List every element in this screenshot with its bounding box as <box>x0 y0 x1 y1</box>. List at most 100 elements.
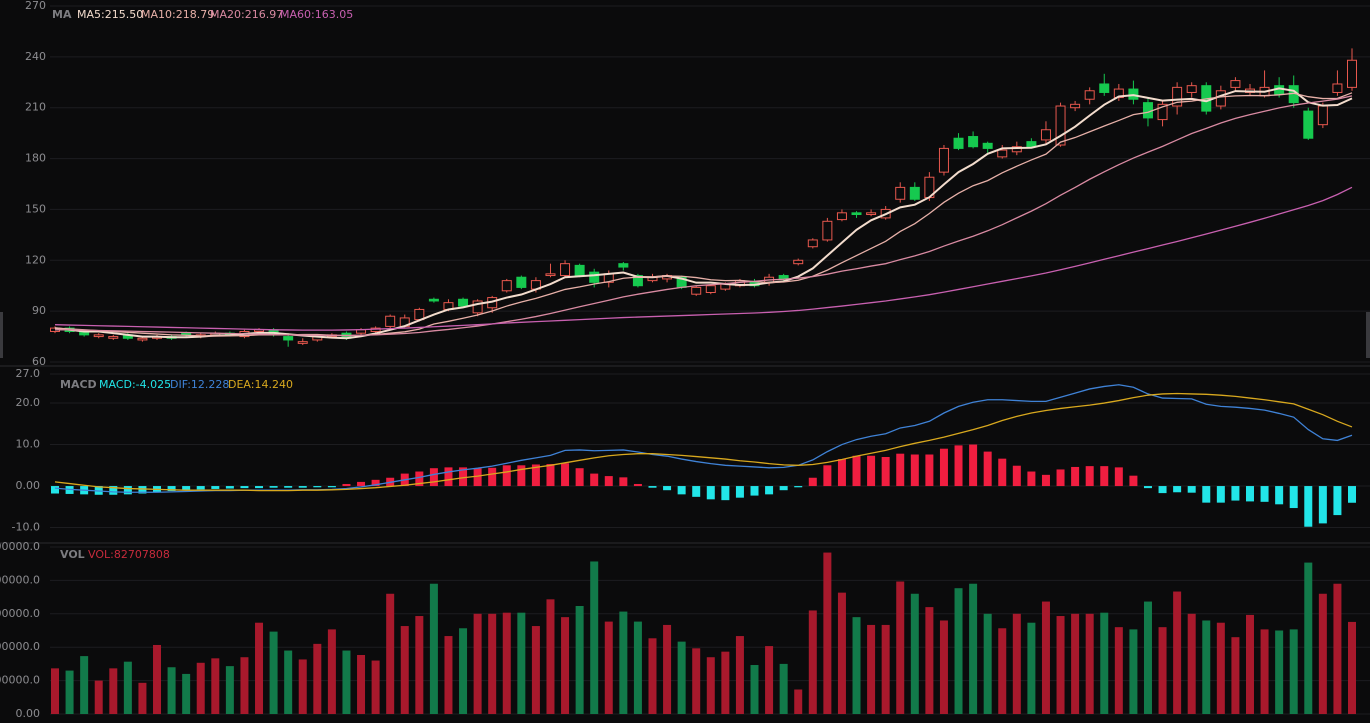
candle-body <box>851 212 862 216</box>
legend-entry: MA20:216.97 <box>210 8 283 21</box>
volume-bar <box>881 624 890 714</box>
candle-body <box>1157 103 1168 121</box>
macd-bar <box>867 455 876 487</box>
edge-handle[interactable] <box>1366 312 1370 358</box>
volume-bar <box>633 621 642 714</box>
candle-body <box>909 186 920 200</box>
macd-bar <box>269 486 278 488</box>
macd-bar <box>1187 486 1196 493</box>
macd-bar <box>1333 486 1342 516</box>
macd-bar <box>1027 471 1036 487</box>
y-tick-label: 150 <box>25 202 46 215</box>
y-tick-label: 150000000.0 <box>0 540 40 553</box>
macd-bar <box>1143 486 1152 489</box>
macd-bar <box>852 455 861 487</box>
macd-bar <box>1129 475 1138 487</box>
volume-bar <box>823 552 832 714</box>
macd-bar <box>1202 486 1211 503</box>
macd-bar <box>750 486 759 496</box>
candle-body <box>938 147 949 173</box>
volume-bar <box>1100 612 1109 714</box>
volume-bar <box>896 581 905 714</box>
candle-body <box>1172 86 1183 107</box>
volume-bar <box>604 621 613 714</box>
volume-bar <box>400 626 409 714</box>
macd-bar <box>1348 486 1356 503</box>
candle-body <box>691 286 702 295</box>
macd-bar <box>1289 486 1298 509</box>
legend-entry: VOL:82707808 <box>88 548 170 561</box>
volume-bar <box>1012 613 1021 714</box>
macd-bar <box>910 454 919 487</box>
edge-handle[interactable] <box>0 312 3 358</box>
macd-bar <box>138 486 147 494</box>
macd-bar <box>575 468 584 487</box>
candle-body <box>1332 83 1343 93</box>
volume-bar <box>473 613 482 714</box>
candle-body <box>472 300 483 314</box>
volume-bar <box>1318 593 1327 714</box>
volume-bar <box>531 626 540 714</box>
macd-bar <box>765 486 774 495</box>
candle-body <box>1011 146 1022 153</box>
volume-bar <box>1333 583 1342 714</box>
macd-bar <box>109 486 118 495</box>
macd-bar <box>706 486 715 500</box>
volume-bar <box>429 583 438 714</box>
macd-bar <box>444 467 453 487</box>
volume-bar <box>1071 613 1080 714</box>
volume-bar <box>648 638 657 714</box>
macd-bar <box>240 486 249 489</box>
volume-bar <box>313 643 322 714</box>
candle-body <box>385 315 396 327</box>
volume-bar <box>750 665 759 714</box>
y-tick-label: 27.0 <box>16 367 41 380</box>
macd-bar <box>225 486 234 489</box>
volume-bar <box>1275 630 1284 714</box>
volume-bar <box>255 622 264 714</box>
volume-bar <box>1143 601 1152 714</box>
candle-body <box>618 263 629 268</box>
volume-bar <box>371 660 380 714</box>
volume-bar <box>444 636 453 714</box>
macd-bar <box>1158 486 1167 494</box>
candle-body <box>1142 102 1153 119</box>
candle-body <box>516 276 527 288</box>
macd-bar <box>459 467 468 487</box>
macd-bar <box>429 468 438 487</box>
volume-bar <box>240 657 249 714</box>
macd-bar <box>1216 486 1225 503</box>
y-tick-label: 20.0 <box>16 396 41 409</box>
macd-bar <box>1100 466 1109 487</box>
candle-body <box>1128 88 1139 100</box>
volume-bar <box>765 646 774 714</box>
macd-bar <box>357 481 366 487</box>
y-tick-label: 210 <box>25 101 46 114</box>
candle-body <box>705 285 716 293</box>
volume-bar <box>1056 616 1065 714</box>
legend-entry: DIF:12.228 <box>170 378 229 391</box>
macd-bar <box>196 486 205 490</box>
volume-bar <box>939 620 948 714</box>
candle-body <box>836 212 847 221</box>
volume-bar <box>211 658 220 714</box>
volume-bar <box>1085 613 1094 714</box>
macd-bar <box>619 477 628 487</box>
macd-bar <box>123 486 132 495</box>
volume-bar <box>910 593 919 714</box>
macd-bar <box>896 453 905 487</box>
candle-body <box>589 271 600 283</box>
y-tick-label: -10.0 <box>12 521 40 534</box>
macd-bar <box>721 486 730 501</box>
candle-body <box>283 336 294 341</box>
macd-bar <box>1114 467 1123 487</box>
volume-bar <box>677 641 686 714</box>
macd-bar <box>371 479 380 487</box>
macd-bar <box>342 483 351 487</box>
volume-bar <box>109 668 118 714</box>
candle-body <box>108 336 119 339</box>
volume-bar <box>80 656 89 714</box>
volume-bar <box>692 648 701 714</box>
volume-bar <box>779 663 788 714</box>
